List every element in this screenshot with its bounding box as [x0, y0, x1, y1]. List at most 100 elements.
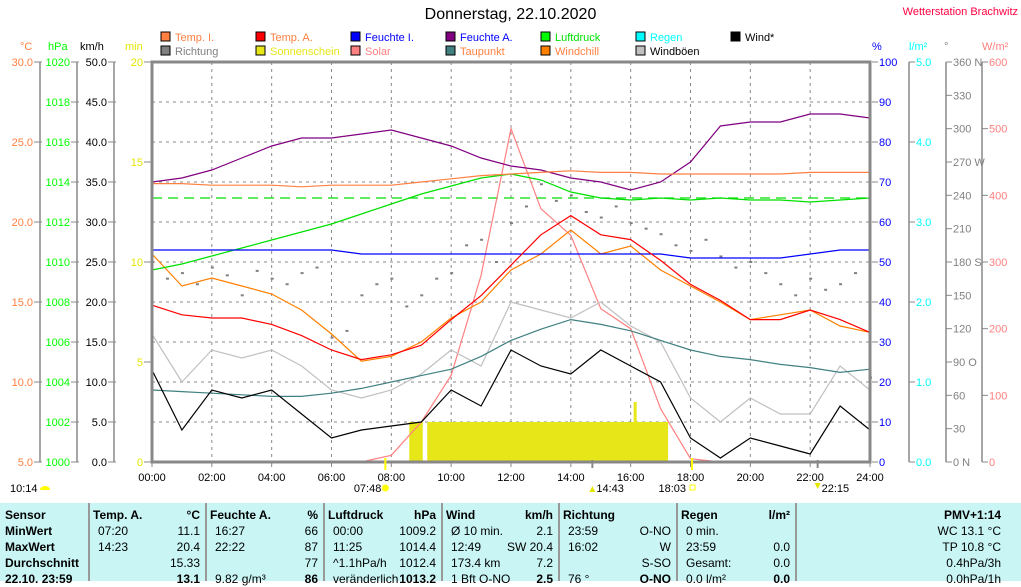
- axis-tick-label: 60: [953, 390, 965, 402]
- axis-tick-label: 210: [953, 224, 971, 236]
- axis-unit-percent: %: [872, 41, 882, 53]
- axis-tick-label: 0.0: [916, 457, 931, 469]
- series-feuchte-a: [151, 113, 871, 191]
- station-name: Wetterstation Brachwitz: [902, 6, 1018, 18]
- table-row: 0 min.: [676, 523, 795, 539]
- moonrise-arrow-icon: [589, 486, 596, 492]
- table-cell-value: SW 20.4: [506, 540, 553, 554]
- table-cell: 0.4hPa/3h: [946, 556, 1001, 570]
- direction-point: [629, 222, 633, 225]
- table-cell: 173.4 km: [451, 556, 501, 570]
- x-tick-label: 04:00: [258, 472, 286, 484]
- table-cell: 14:23: [98, 540, 129, 554]
- direction-point: [255, 269, 259, 272]
- moonset-arrow-icon: [814, 483, 821, 489]
- series-taupunkt: [151, 318, 871, 397]
- sunrise-time: 07:48: [354, 483, 382, 495]
- axis-tick-label: 1020: [46, 57, 70, 69]
- direction-point: [764, 272, 768, 275]
- direction-point: [599, 216, 603, 219]
- table-row: 0.0hPa/1h: [795, 571, 1021, 587]
- axis-tick-label: 50: [879, 257, 891, 269]
- axis-tick-label: 30: [953, 424, 965, 436]
- table-row: 00:00 1009.2: [323, 523, 441, 539]
- direction-point: [734, 266, 738, 269]
- table-row: MaxWert: [0, 539, 88, 555]
- axis-tick-label: 300: [953, 124, 971, 136]
- table-row: 1 Bft O-NO 2.5: [441, 571, 558, 587]
- table-header-label: Feuchte A.: [210, 508, 271, 522]
- x-tick-label: 24:00: [856, 472, 884, 484]
- table-row: 77: [205, 555, 323, 571]
- direction-point: [824, 288, 828, 291]
- table-row: 9.82 g/m³ 86: [205, 571, 323, 587]
- table-cell-value: 1009.2: [399, 524, 436, 538]
- table-cell-value: 1014.4: [399, 540, 436, 554]
- x-tick-label: 00:00: [138, 472, 166, 484]
- table-row: ^1.1hPa/h 1012.4: [323, 555, 441, 571]
- plot-series: [151, 113, 872, 463]
- legend-swatch: [730, 31, 741, 42]
- direction-point: [225, 274, 229, 277]
- axis-tick-label: 3.0: [916, 217, 931, 229]
- legend-swatch: [445, 45, 456, 56]
- day-length: 10:14: [10, 483, 38, 495]
- direction-point: [779, 283, 783, 286]
- table-cell-value: 0.0: [773, 556, 790, 570]
- table-row: veränderlich 1013.2: [323, 571, 441, 587]
- axis-tick-label: 90 O: [953, 357, 977, 369]
- axis-tick-label: 1008: [46, 297, 70, 309]
- table-row: 23:59 0.0: [676, 539, 795, 555]
- table-row: 23:59 O-NO: [558, 523, 676, 539]
- axis-tick-label: 10: [879, 417, 891, 429]
- legend-label: Luftdruck: [555, 32, 601, 44]
- table-cell-value: 15.33: [169, 556, 200, 570]
- legend-label: Feuchte I.: [365, 32, 414, 44]
- direction-point: [195, 283, 199, 286]
- table-row: Durchschnitt: [0, 555, 88, 571]
- table-cell: 76 °: [568, 572, 590, 586]
- axis-tick-label: 360 N: [953, 57, 982, 69]
- direction-point: [495, 261, 499, 263]
- direction-point: [405, 305, 409, 308]
- axis-tick-label: 1004: [46, 377, 70, 389]
- table-column-sensor: Sensor MinWert MaxWert Durchschnitt 22.10. 2…: [0, 503, 90, 586]
- direction-point: [554, 199, 558, 202]
- axis-unit-degree: °: [944, 41, 948, 53]
- direction-point: [839, 283, 843, 286]
- table-header: Wind km/h: [441, 507, 558, 523]
- table-header-label: Richtung: [563, 508, 615, 522]
- series-windb-en: [151, 301, 871, 423]
- table-column-richtung: Richtung 23:59 O-NO 16:02 W S-SO 76 ° O-NO: [558, 503, 678, 586]
- axis-tick-label: 100: [989, 390, 1007, 402]
- table-cell-value: 2.5: [536, 572, 553, 586]
- direction-point: [240, 294, 244, 297]
- direction-point: [704, 238, 708, 241]
- table-cell-value: 86: [304, 572, 318, 586]
- axis-tick-label: 240: [953, 190, 971, 202]
- axis-tick-label: 1018: [46, 97, 70, 109]
- table-row: 15.33: [88, 555, 205, 571]
- legend-label: Windchill: [555, 46, 599, 58]
- sunshine-bar: [633, 402, 637, 462]
- grid: [152, 62, 870, 462]
- axis-tick-label: 330: [953, 90, 971, 102]
- table-cell: 16:27: [215, 524, 246, 538]
- legend-swatch: [350, 45, 361, 56]
- table-row: 11:25 1014.4: [323, 539, 441, 555]
- table-cell-value: 13.1: [176, 572, 200, 586]
- direction-point: [285, 283, 289, 286]
- plot-frame: [150, 60, 872, 464]
- direction-point: [360, 294, 364, 297]
- axis-tick-label: 200: [989, 324, 1007, 336]
- axis-tick-label: 180 S: [953, 257, 982, 269]
- table-header-unit: %: [307, 508, 318, 522]
- direction-point: [210, 266, 214, 269]
- direction-point: [375, 283, 379, 286]
- axis-tick-label: 25.0: [86, 257, 107, 269]
- axis-tick-label: 25.0: [12, 137, 33, 149]
- legend-label: Regen: [650, 32, 682, 44]
- axis-tick-label: 500: [989, 124, 1007, 136]
- direction-point: [539, 183, 543, 186]
- table-column-regen: Regen l/m² 0 min. 23:59 0.0 Gesamt: 0.0 0.0 l/m…: [676, 503, 797, 586]
